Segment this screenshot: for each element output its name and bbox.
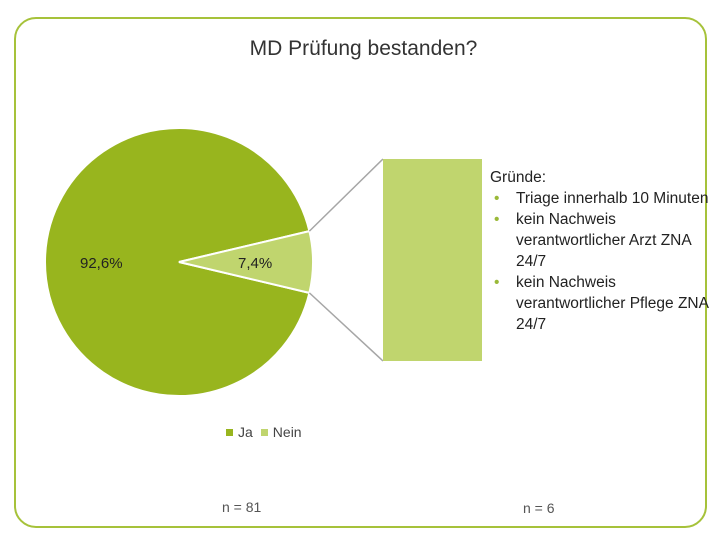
legend-item-nein: Nein	[260, 424, 302, 440]
legend-swatch-ja	[226, 428, 233, 436]
bullet-icon: •	[494, 274, 500, 291]
connector-bottom	[308, 292, 384, 362]
reasons-box: Gründe: • Triage innerhalb 10 Minuten • …	[490, 167, 710, 335]
reasons-list: • Triage innerhalb 10 Minuten • kein Nac…	[490, 188, 710, 335]
legend-item-ja: Ja	[226, 424, 253, 440]
breakout-connectors	[308, 158, 384, 362]
sample-size-nein: n = 6	[523, 500, 555, 516]
pie-slice-ja	[44, 127, 311, 397]
reason-item: • Triage innerhalb 10 Minuten	[490, 188, 710, 209]
bullet-icon: •	[494, 190, 500, 207]
chart-title: MD Prüfung bestanden?	[249, 37, 478, 60]
reason-text: kein Nachweis verantwortlicher Arzt ZNA …	[516, 211, 691, 270]
reason-item: • kein Nachweis verantwortlicher Pflege …	[490, 272, 710, 335]
reasons-heading: Gründe:	[490, 169, 547, 186]
pie-data-labels: 92,6% 7,4%	[80, 255, 272, 272]
chart-legend: Ja Nein	[226, 424, 302, 440]
data-label-nein: 7,4%	[238, 255, 272, 272]
data-label-ja: 92,6%	[80, 255, 123, 272]
legend-label-nein: Nein	[272, 424, 302, 440]
reason-text: kein Nachweis verantwortlicher Pflege ZN…	[516, 274, 709, 333]
pie-slice-nein	[178, 229, 314, 295]
legend-label-ja: Ja	[238, 424, 253, 440]
breakout-bar-nein	[383, 159, 482, 361]
bullet-icon: •	[494, 211, 500, 228]
connector-top	[308, 158, 384, 232]
legend-swatch-nein	[260, 428, 268, 436]
reason-item: • kein Nachweis verantwortlicher Arzt ZN…	[490, 209, 710, 272]
sample-size-ja: n = 81	[222, 499, 262, 515]
pie-slices	[44, 127, 314, 397]
reason-text: Triage innerhalb 10 Minuten	[516, 190, 709, 207]
